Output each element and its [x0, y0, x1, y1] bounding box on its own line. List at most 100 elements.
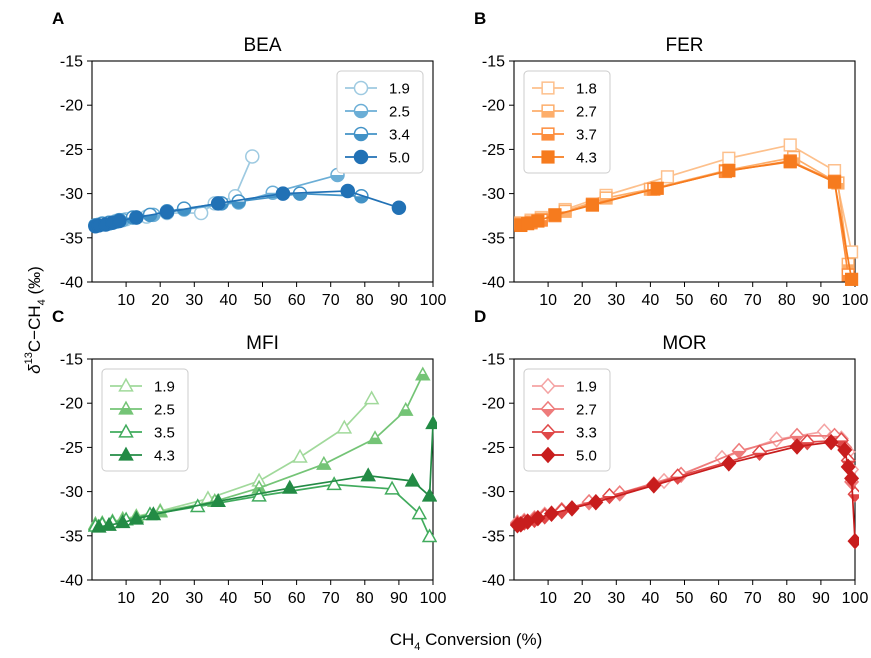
data-point-fer-4.3 — [827, 175, 842, 189]
legend-marker-fer — [541, 104, 555, 118]
y-tick-label-fer: -30 — [482, 186, 505, 203]
data-point-mfi-4.3 — [128, 510, 145, 525]
data-point-mfi-3.5 — [384, 480, 400, 495]
legend-label-fer: 2.7 — [576, 104, 597, 121]
series-group-bea — [88, 149, 407, 234]
data-point-mfi-4.3-outline — [360, 467, 376, 482]
data-point-mfi-2.5 — [367, 430, 383, 445]
legend-marker-mor — [540, 423, 556, 441]
legend-marker-bea — [353, 103, 369, 119]
data-point-bea-5.0-outline — [159, 204, 175, 220]
data-point-mfi-4.3 — [91, 518, 107, 533]
x-tick-label-fer: 60 — [710, 292, 728, 309]
legend-marker-bea — [353, 126, 369, 142]
data-point-mor-5.0-outline — [564, 500, 580, 517]
y-axis-label: δ13C−CH4 (‰) — [23, 266, 48, 374]
legend-mor: 1.9 2.7 3.3 5.0 — [523, 368, 611, 472]
data-point-bea-5.0-outline — [275, 186, 291, 201]
data-point-fer-4.3-outline — [531, 214, 545, 228]
legend-label-bea: 2.5 — [389, 104, 410, 121]
x-axis-label-rest: Conversion (%) — [420, 630, 542, 649]
data-point-mor-5.0-outline — [823, 433, 839, 451]
legend-label-mfi: 1.9 — [154, 379, 175, 396]
data-point-mfi-2.5 — [397, 401, 414, 416]
data-point-mfi-4.3 — [421, 487, 437, 502]
data-point-mor-5.0-outline — [847, 532, 859, 550]
data-point-mor-5.0-outline — [837, 441, 853, 459]
x-tick-label-bea: 90 — [390, 292, 408, 309]
data-point-mfi-4.3 — [114, 514, 131, 529]
x-tick-label-mor: 100 — [842, 590, 869, 607]
x-tick-label-mor: 70 — [744, 590, 762, 607]
data-point-fer-4.3 — [722, 164, 736, 178]
legend-marker-mor — [540, 377, 556, 395]
data-point-fer-4.3-outline — [650, 181, 664, 195]
data-point-bea-3.4-half — [293, 193, 307, 201]
data-point-mor-5.0-outline — [530, 509, 546, 527]
data-point-mfi-2.5-half — [317, 463, 331, 470]
data-point-mfi-4.3-outline — [114, 514, 131, 529]
legend-label-mfi: 2.5 — [154, 402, 175, 419]
data-point-mfi-1.9 — [336, 419, 353, 434]
data-point-bea-5.0 — [210, 196, 226, 211]
x-tick-label-bea: 60 — [288, 292, 306, 309]
data-point-bea-5.0 — [129, 210, 144, 225]
x-tick-label-bea: 20 — [151, 292, 169, 309]
data-point-mfi-4.3 — [145, 506, 162, 521]
series-line-fer-4.3 — [520, 160, 853, 280]
y-tick-label-mfi: -15 — [60, 352, 83, 369]
x-tick-label-mfi: 40 — [220, 590, 238, 607]
data-point-bea-5.0-outline — [210, 196, 226, 211]
y-tick-label-mfi: -20 — [60, 396, 83, 413]
legend-label-fer: 1.8 — [576, 81, 597, 98]
legend-mfi: 1.9 2.5 3.5 4.3 — [101, 368, 189, 472]
y-tick-label-mfi: -25 — [60, 440, 83, 457]
x-tick-label-mfi: 50 — [254, 590, 272, 607]
data-point-fer-4.3 — [585, 198, 600, 212]
y-tick-label-bea: -40 — [60, 275, 83, 292]
panel-bea: A BEA -40 -35 -30 -25 -20 -15 10 20 30 40 50 60 70 80 90… — [52, 9, 446, 309]
x-tick-label-bea: 50 — [254, 292, 272, 309]
data-point-bea-5.0-outline — [391, 200, 407, 215]
data-point-mor-3.3-half — [555, 511, 569, 519]
x-tick-label-mfi: 10 — [117, 590, 135, 607]
legend-marker-mor-half — [541, 409, 555, 417]
legend-marker-mor — [540, 400, 556, 418]
x-tick-label-mfi: 80 — [356, 590, 374, 607]
y-tick-label-mor: -40 — [482, 573, 505, 590]
x-tick-label-bea: 30 — [185, 292, 203, 309]
data-point-fer-4.3-outline — [585, 198, 600, 212]
data-point-mor-5.0-outline — [543, 505, 560, 522]
data-point-bea-2.5-half — [331, 175, 345, 182]
y-tick-label-mor: -30 — [482, 484, 505, 501]
data-point-mfi-2.5 — [414, 366, 431, 381]
legend-marker-fer — [541, 127, 555, 141]
panel-fer: B FER -40 -35 -30 -25 -20 -15 10 20 30 40 50 60 70 80 90… — [474, 9, 868, 309]
data-point-mfi-4.3 — [282, 479, 298, 494]
x-tick-label-mor: 20 — [573, 590, 591, 607]
x-tick-label-bea: 80 — [356, 292, 374, 309]
data-point-mfi-3.5-outline — [411, 505, 428, 520]
data-point-fer-2.7-half — [559, 211, 571, 218]
data-point-bea-5.0 — [391, 200, 407, 215]
legend-label-mor: 3.3 — [576, 425, 597, 442]
legend-marker-mfi — [118, 423, 134, 438]
data-point-fer-4.3 — [531, 214, 545, 228]
x-tick-label-bea: 10 — [117, 292, 135, 309]
data-point-mfi-4.3 — [360, 467, 376, 482]
data-point-mor-5.0 — [564, 500, 580, 517]
x-tick-label-fer: 80 — [778, 292, 796, 309]
legend-label-bea: 5.0 — [389, 150, 410, 167]
data-point-mor-5.0 — [837, 441, 853, 459]
data-point-bea-1.9 — [245, 149, 260, 164]
panel-title-fer: FER — [666, 35, 704, 56]
series-group-mfi — [88, 366, 437, 543]
data-point-bea-5.0 — [112, 213, 127, 229]
panel-letter-mfi: C — [52, 307, 64, 326]
legend-marker-bea-half — [354, 134, 368, 141]
data-point-mor-3.3 — [847, 485, 859, 503]
y-tick-label-bea: -25 — [60, 142, 83, 159]
data-point-mfi-2.5-half — [399, 409, 413, 416]
x-tick-label-fer: 30 — [607, 292, 625, 309]
data-point-mfi-4.3-outline — [101, 516, 117, 531]
